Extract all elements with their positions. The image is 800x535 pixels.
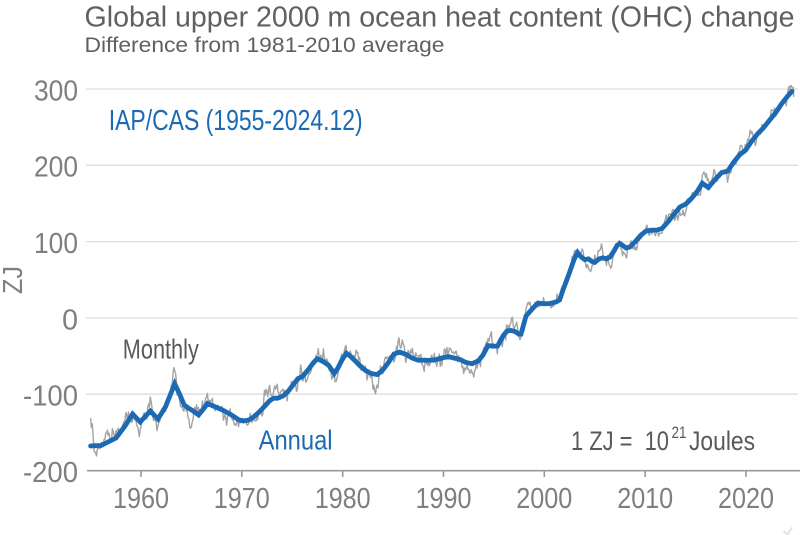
svg-text:1 ZJ = 10: 1 ZJ = 10 [571, 426, 669, 456]
svg-text:2010: 2010 [617, 483, 673, 515]
svg-text:Monthly: Monthly [123, 334, 199, 365]
svg-text:IAP/CAS (1955-2024.12): IAP/CAS (1955-2024.12) [109, 105, 363, 137]
svg-text:Joules: Joules [689, 426, 755, 456]
svg-text:2000: 2000 [516, 483, 572, 515]
svg-text:0: 0 [62, 304, 78, 336]
svg-text:300: 300 [34, 75, 78, 107]
svg-text:-100: -100 [23, 381, 78, 413]
svg-text:Difference from 1981-2010 aver: Difference from 1981-2010 average [85, 34, 445, 57]
svg-text:1990: 1990 [416, 483, 472, 515]
svg-text:-200: -200 [23, 457, 78, 489]
svg-text:1980: 1980 [315, 483, 371, 515]
svg-text:21: 21 [672, 423, 687, 442]
svg-text:1960: 1960 [113, 483, 169, 515]
svg-text:1970: 1970 [214, 483, 270, 515]
svg-text:2020: 2020 [718, 483, 774, 515]
svg-text:Global upper 2000 m ocean heat: Global upper 2000 m ocean heat content (… [85, 1, 795, 33]
svg-text:200: 200 [34, 152, 78, 184]
svg-text:100: 100 [34, 228, 78, 260]
svg-text:ZJ: ZJ [0, 266, 28, 294]
svg-text:Annual: Annual [259, 425, 333, 456]
